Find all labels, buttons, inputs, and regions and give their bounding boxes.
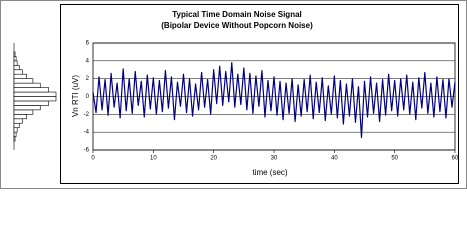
y-tick-label: -2: [84, 112, 90, 118]
x-tick-label: 50: [391, 156, 398, 162]
x-tick-label: 0: [91, 156, 95, 162]
hist-bar: [13, 122, 20, 129]
chart-title: Typical Time Domain Noise Signal: [172, 10, 302, 19]
hist-bar: [13, 136, 16, 142]
chart: Typical Time Domain Noise Signal (Bipola…: [0, 0, 467, 189]
hist-bar: [13, 127, 18, 133]
y-tick-label: 0: [86, 94, 90, 100]
y-tick-label: -4: [84, 130, 90, 136]
hist-bar: [13, 118, 23, 124]
hist-bar: [13, 78, 34, 84]
hist-bar: [13, 87, 49, 93]
hist-bar: [13, 69, 23, 75]
hist-bar: [13, 96, 57, 102]
hist-bar: [13, 56, 17, 62]
hist-bar: [13, 64, 20, 71]
x-tick-label: 40: [331, 156, 338, 162]
hist-bar: [13, 73, 27, 79]
hist-bar: [13, 109, 34, 115]
chart-subtitle: (Bipolar Device Without Popcorn Noise): [161, 21, 313, 30]
signal-line: [92, 62, 456, 139]
hist-bar: [13, 100, 49, 106]
y-axis-label: Vn RTI (uV): [71, 75, 80, 117]
y-tick-label: 4: [86, 58, 90, 64]
x-tick-label: 30: [271, 156, 278, 162]
y-tick-label: 2: [86, 76, 90, 82]
hist-bar: [13, 60, 18, 66]
y-tick-label: 6: [86, 41, 90, 47]
hist-bar: [13, 105, 41, 111]
hist-bar: [13, 91, 57, 97]
y-tick-label: -6: [84, 148, 90, 154]
x-tick-label: 10: [150, 156, 157, 162]
hist-bar: [13, 51, 16, 57]
x-tick-label: 20: [210, 156, 217, 162]
hist-bar: [13, 131, 17, 137]
hist-bar: [13, 82, 41, 88]
x-axis-label: time (sec): [252, 168, 287, 177]
hist-bar: [13, 114, 27, 120]
x-tick-label: 60: [452, 156, 459, 162]
